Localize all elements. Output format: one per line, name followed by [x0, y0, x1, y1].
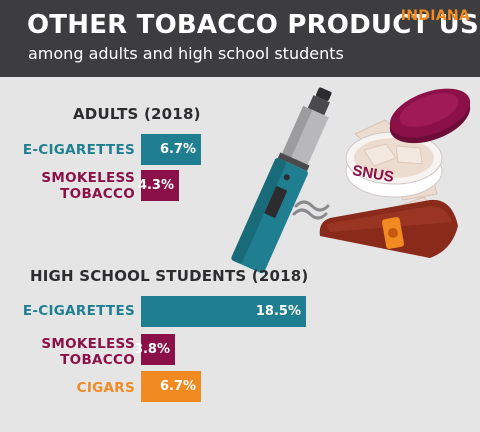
- hs-ecig-value: 18.5%: [255, 304, 301, 319]
- page-subtitle: among adults and high school students: [28, 44, 344, 63]
- hs-cigars-label: CIGARS: [76, 380, 135, 396]
- snus-label: SNUS: [351, 162, 395, 186]
- adults-ecig-bar: 6.7%: [141, 134, 201, 165]
- adults-section-title: ADULTS (2018): [73, 105, 201, 123]
- hs-ecig-label: E-CIGARETTES: [22, 303, 135, 319]
- adults-ecig-label: E-CIGARETTES: [22, 142, 135, 158]
- adults-smokeless-label: SMOKELESS TOBACCO: [41, 170, 135, 202]
- state-label: INDIANA: [400, 8, 470, 24]
- e-cigarette-icon: [231, 87, 332, 274]
- adults-ecig-value: 6.7%: [159, 142, 196, 157]
- hs-cigars-value: 6.7%: [159, 379, 196, 394]
- page-title: OTHER TOBACCO PRODUCT USE: [27, 10, 480, 40]
- adults-smokeless-bar: 4.3%: [137, 170, 179, 201]
- adults-smokeless-value: 4.3%: [137, 178, 174, 193]
- hs-smokeless-bar: 3.8%: [134, 334, 175, 365]
- hs-cigars-bar: 6.7%: [141, 371, 201, 402]
- hs-smokeless-label: SMOKELESS TOBACCO: [41, 336, 135, 368]
- hs-section-title: HIGH SCHOOL STUDENTS (2018): [30, 267, 309, 285]
- cigar-icon: [292, 199, 458, 258]
- header-banner: OTHER TOBACCO PRODUCT USE among adults a…: [0, 0, 480, 77]
- hs-ecig-bar: 18.5%: [141, 296, 306, 327]
- snus-tin-icon: SNUS: [345, 88, 471, 224]
- hs-smokeless-value: 3.8%: [133, 342, 170, 357]
